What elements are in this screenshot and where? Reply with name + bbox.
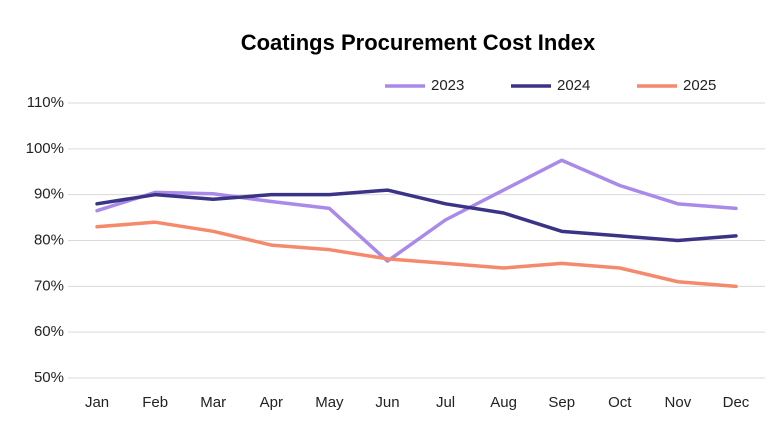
x-tick-label: Sep [548,394,575,411]
y-tick-label: 90% [34,186,64,203]
legend-label: 2023 [431,77,464,94]
series-line [95,188,738,243]
y-tick-label: 100% [26,140,64,157]
y-tick-label: 70% [34,277,64,294]
x-tick-label: Oct [608,394,632,411]
x-tick-label: May [315,394,344,411]
y-tick-label: 110% [27,94,64,111]
y-tick-label: 50% [34,369,64,386]
x-tick-label: Dec [723,394,750,411]
x-tick-label: Nov [665,394,692,411]
y-tick-label: 60% [34,323,64,340]
x-tick-label: Apr [260,394,283,411]
legend-label: 2025 [683,77,716,94]
x-tick-label: Jul [436,394,455,411]
legend-label: 2024 [557,77,590,94]
series-line [95,158,738,263]
x-tick-label: Mar [200,394,226,411]
y-tick-label: 80% [34,231,64,248]
x-tick-label: Jun [375,394,399,411]
series-line [95,220,738,289]
x-tick-label: Jan [85,394,109,411]
x-tick-label: Aug [490,394,517,411]
x-tick-label: Feb [142,394,168,411]
chart-title: Coatings Procurement Cost Index [241,30,596,55]
